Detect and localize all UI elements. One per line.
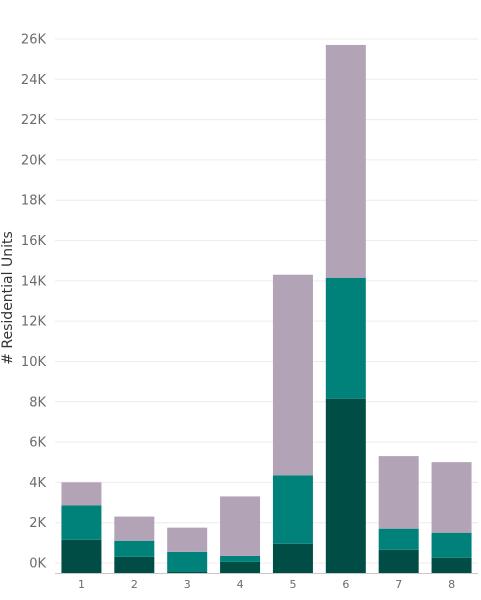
gridlines — [55, 38, 478, 564]
y-tick-label: 10K — [21, 355, 47, 370]
y-axis-title: # Residential Units — [0, 231, 16, 365]
bar-segment-1[interactable] — [167, 571, 208, 573]
bar-segment-3[interactable] — [325, 44, 366, 278]
y-tick-label: 0K — [29, 557, 46, 572]
bar-segment-3[interactable] — [114, 516, 155, 541]
bar-segment-1[interactable] — [325, 398, 366, 573]
bar-segment-1[interactable] — [220, 561, 261, 573]
bar-stack-1[interactable] — [61, 482, 102, 573]
bar-segment-3[interactable] — [220, 496, 261, 556]
y-tick-label: 14K — [21, 274, 47, 289]
x-axis-ticks: 1 2 3 4 5 6 7 8 — [78, 578, 455, 591]
bar-segment-3[interactable] — [272, 274, 313, 476]
bar-segment-2[interactable] — [220, 555, 261, 562]
bar-segment-3[interactable] — [61, 482, 102, 506]
bar-stack-7[interactable] — [378, 456, 419, 573]
bar-stack-3[interactable] — [167, 527, 208, 573]
bar-segment-2[interactable] — [378, 528, 419, 550]
x-tick-label: 3 — [184, 578, 191, 591]
y-tick-label: 12K — [21, 315, 47, 330]
bar-stack-4[interactable] — [220, 496, 261, 573]
x-tick-label: 5 — [289, 578, 296, 591]
bar-segment-2[interactable] — [114, 540, 155, 557]
x-tick-label: 6 — [342, 578, 349, 591]
bar-segment-2[interactable] — [61, 505, 102, 540]
y-tick-label: 6K — [29, 436, 46, 451]
bar-segment-3[interactable] — [167, 527, 208, 552]
bar-segment-1[interactable] — [431, 557, 472, 573]
bar-stack-2[interactable] — [114, 516, 155, 573]
bar-stack-5[interactable] — [272, 274, 313, 573]
y-tick-label: 4K — [29, 476, 46, 491]
bar-stack-6[interactable] — [325, 44, 366, 573]
bar-segment-2[interactable] — [325, 277, 366, 399]
y-tick-label: 24K — [21, 73, 47, 88]
x-tick-label: 1 — [78, 578, 85, 591]
bar-segment-1[interactable] — [114, 556, 155, 573]
bar-segment-3[interactable] — [431, 462, 472, 533]
y-tick-label: 2K — [29, 516, 46, 531]
x-tick-label: 4 — [237, 578, 244, 591]
x-tick-label: 2 — [131, 578, 138, 591]
x-tick-label: 8 — [448, 578, 455, 591]
bar-segment-1[interactable] — [378, 549, 419, 573]
y-tick-label: 26K — [21, 33, 47, 48]
y-axis-ticks: 0K 2K 4K 6K 8K 10K 12K 14K 16K 18K 20K 22K 24K 26K — [21, 33, 47, 572]
x-tick-label: 7 — [395, 578, 402, 591]
bar-segment-1[interactable] — [61, 539, 102, 573]
y-tick-label: 18K — [21, 194, 47, 209]
bar-segment-1[interactable] — [272, 543, 313, 573]
y-tick-label: 22K — [21, 113, 47, 128]
y-tick-label: 8K — [29, 395, 46, 410]
y-tick-label: 20K — [21, 153, 47, 168]
bar-stack-8[interactable] — [431, 462, 472, 573]
y-tick-label: 16K — [21, 234, 47, 249]
bar-segment-2[interactable] — [272, 475, 313, 544]
bar-segment-2[interactable] — [431, 532, 472, 558]
bar-segment-2[interactable] — [167, 551, 208, 572]
bar-segment-3[interactable] — [378, 456, 419, 529]
bars — [61, 44, 472, 573]
